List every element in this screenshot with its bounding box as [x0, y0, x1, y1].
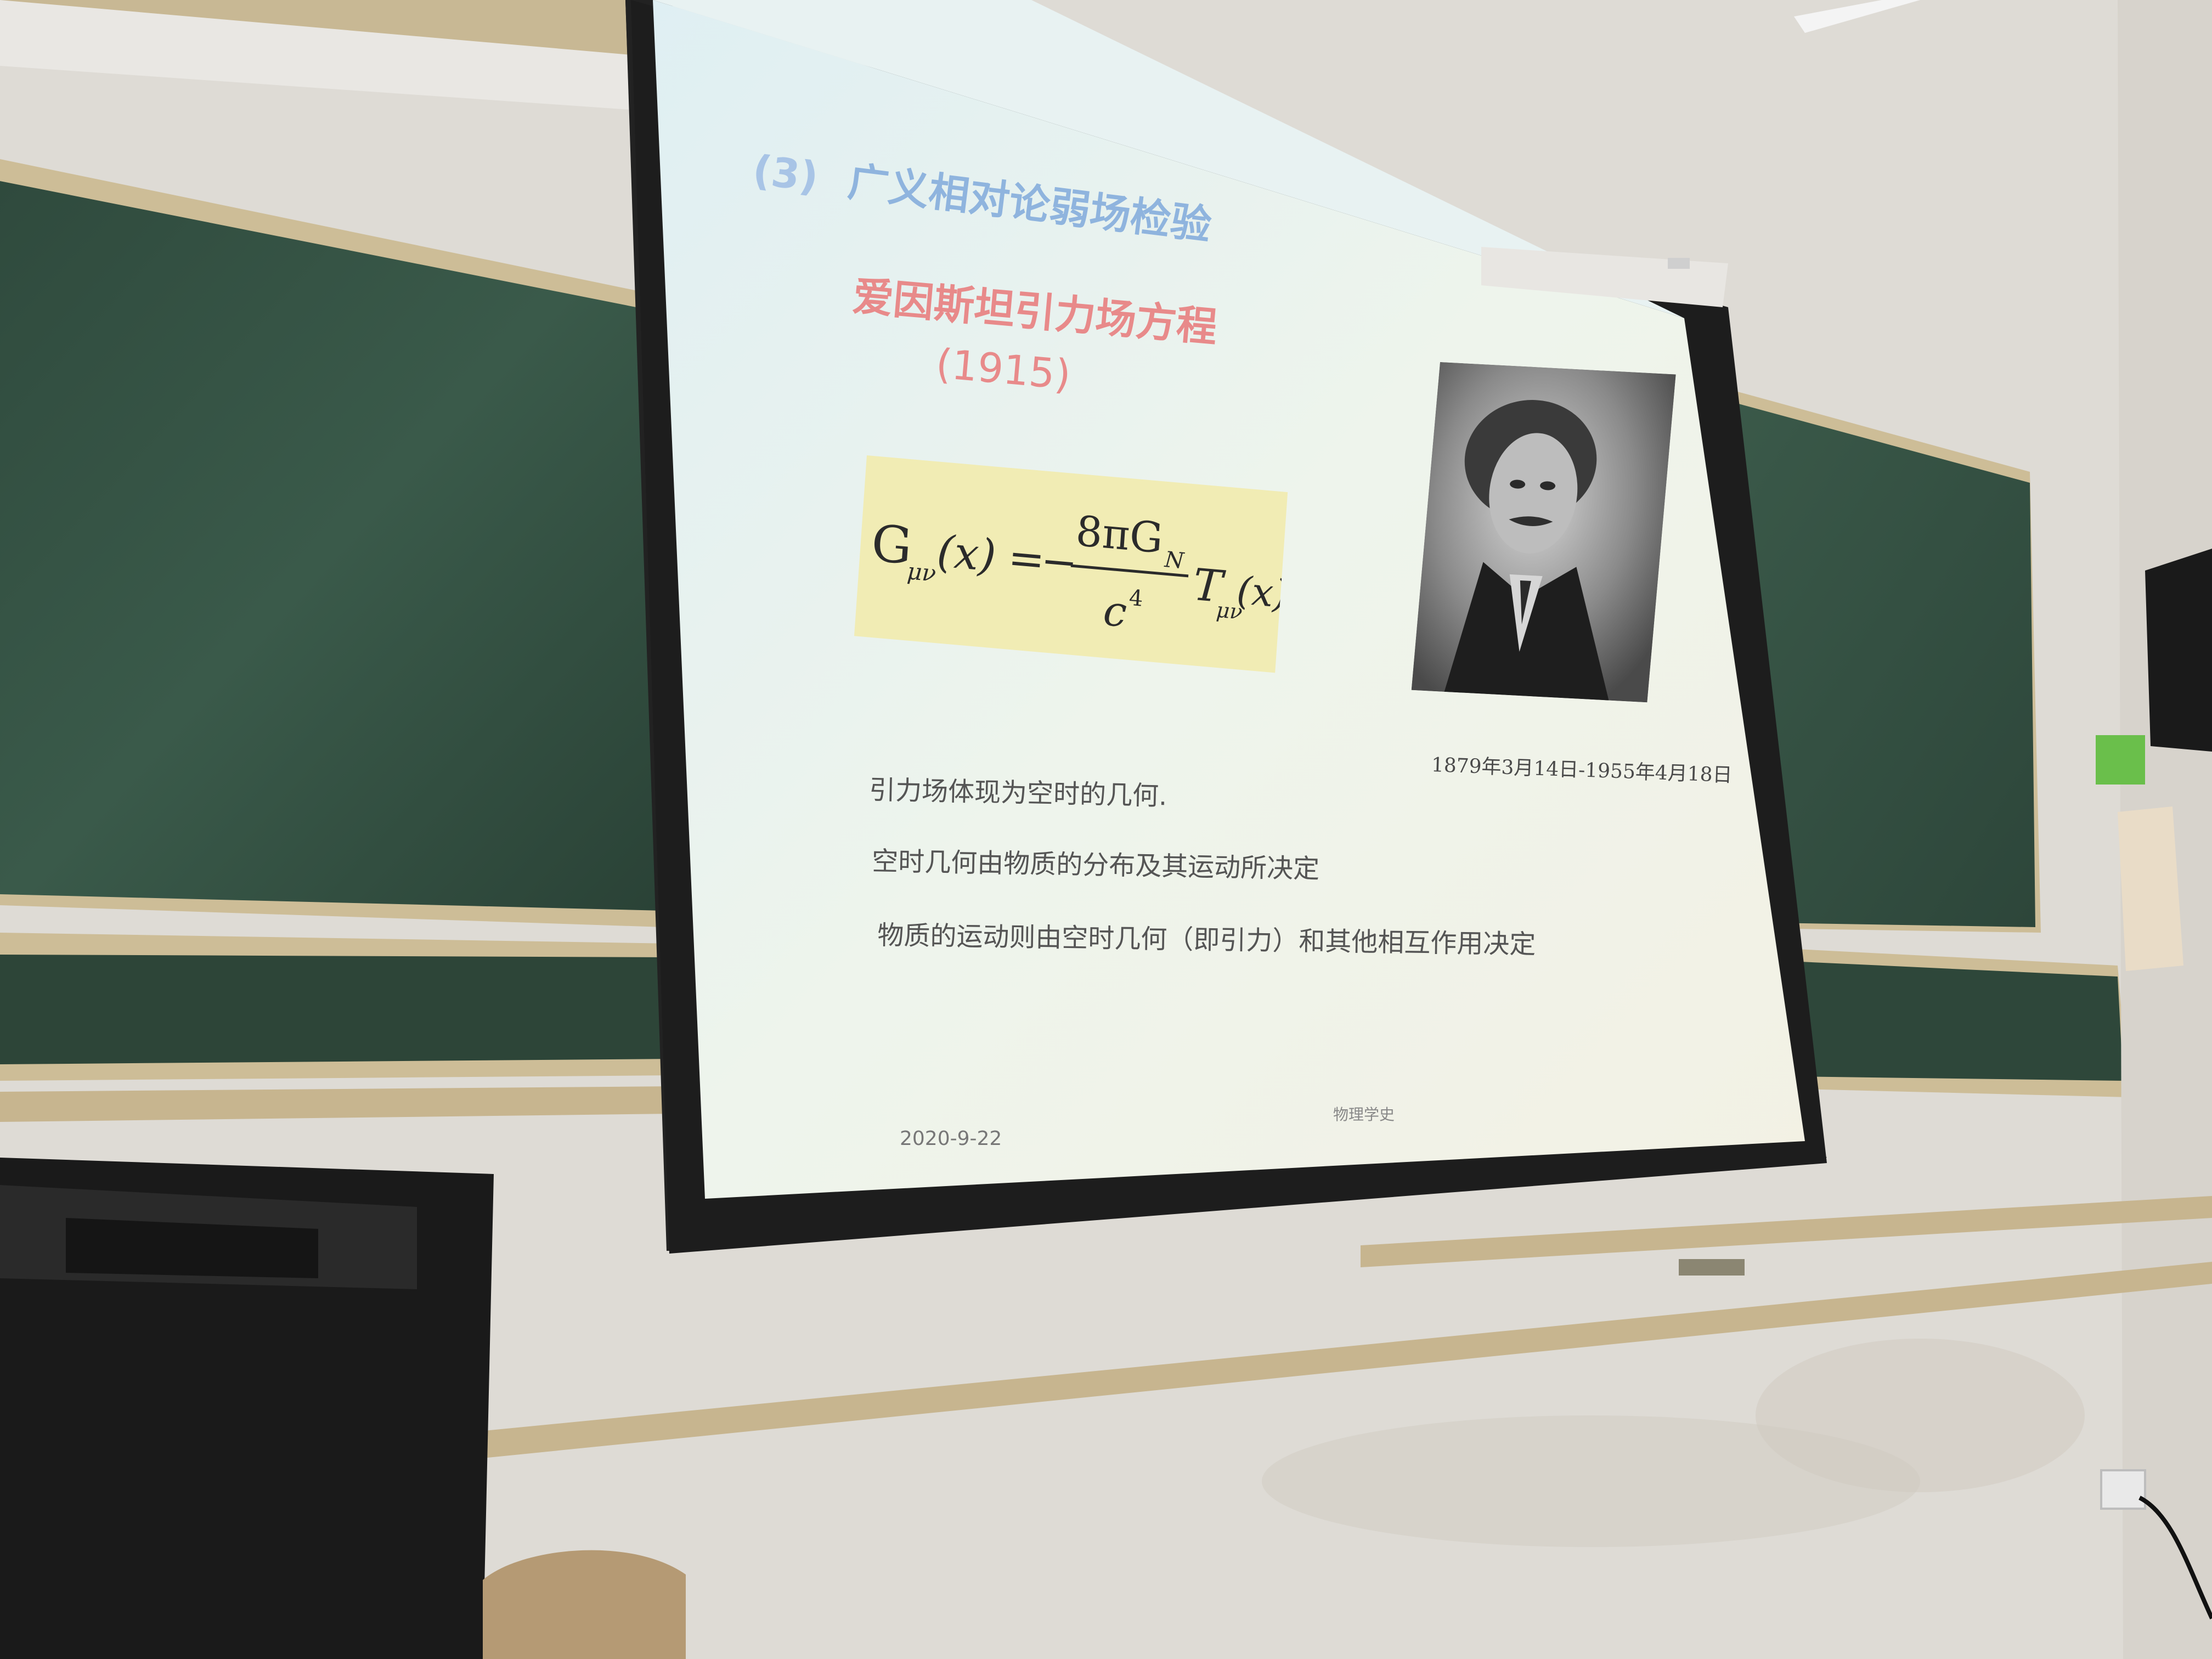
eq-numerator: 8πG	[1074, 506, 1165, 563]
field-equation: G μν (x) = − 8πG N c 4 T μν (x)	[854, 455, 1288, 673]
eq-lhs-arg: (x)	[935, 526, 998, 582]
projected-slide: (3) 广义相对论弱场检验 爱因斯坦引力场方程 (1915) G μν (x) …	[636, 0, 1799, 1190]
body-line-1: 引力场体现为空时的几何.	[868, 774, 1167, 812]
subtitle-year: (1915)	[934, 340, 1073, 399]
eq-lhs: G	[870, 514, 914, 575]
body-line-3: 物质的运动则由空时几何（即引力）和其他相互作用决定	[877, 919, 1536, 960]
slide-footer-course: 物理学史	[1333, 1105, 1395, 1124]
slide-title: (3) 广义相对论弱场检验	[750, 137, 1215, 252]
eq-fraction-bar	[1070, 564, 1189, 578]
body-line-2: 空时几何由物质的分布及其运动所决定	[871, 845, 1320, 885]
eq-rhs-sub: μν	[1215, 598, 1243, 624]
eq-denominator: c	[1102, 586, 1128, 636]
eq-equals: =	[1006, 532, 1046, 586]
slide-footer-date: 2020-9-22	[900, 1127, 1002, 1150]
eq-denominator-sup: 4	[1128, 585, 1144, 612]
slide-title-text: 广义相对论弱场检验	[845, 158, 1214, 250]
eq-minus: −	[1039, 534, 1079, 589]
slide-title-number: (3)	[750, 146, 821, 201]
einstein-portrait	[1411, 362, 1676, 703]
eq-lhs-sub: μν	[906, 557, 937, 586]
eq-numerator-sub: N	[1163, 547, 1186, 574]
subtitle-equation-name: 爱因斯坦引力场方程	[851, 272, 1219, 352]
eq-rhs-arg: (x)	[1235, 568, 1288, 617]
portrait-caption: 1879年3月14日-1955年4月18日	[1431, 753, 1733, 787]
